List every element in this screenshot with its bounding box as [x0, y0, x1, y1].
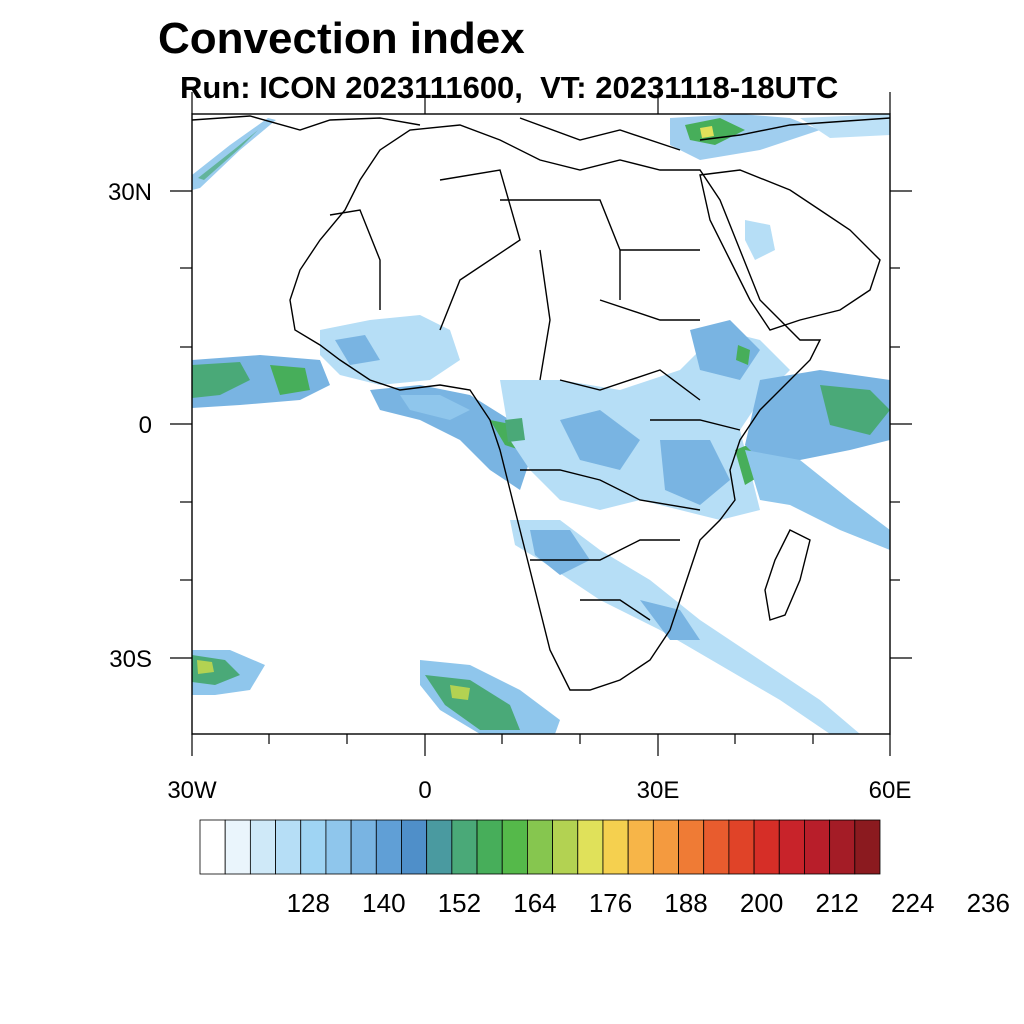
colorbar-swatch — [778, 819, 805, 875]
colorbar-swatch — [652, 819, 679, 875]
colorbar-swatch — [829, 819, 856, 875]
colorbar-label: 140 — [362, 888, 405, 918]
colorbar-swatch — [275, 819, 302, 875]
colorbar-label: 164 — [513, 888, 556, 918]
colorbar-swatch — [501, 819, 528, 875]
colorbar-swatch — [350, 819, 377, 875]
chart-subtitle: Run: ICON 2023111600, VT: 20231118-18UTC — [180, 70, 839, 105]
colorbar-label: 188 — [664, 888, 707, 918]
colorbar-label: 200 — [740, 888, 783, 918]
convection-field — [192, 114, 890, 734]
lon-label-0: 0 — [418, 777, 431, 804]
coastlines — [192, 115, 890, 691]
colorbar-swatch — [527, 819, 553, 875]
colorbar-swatch — [753, 819, 780, 875]
colorbar-swatch — [602, 819, 629, 875]
colorbar-label: 152 — [438, 888, 481, 918]
lat-label-0: 0 — [139, 412, 152, 439]
colorbar-label: 236 — [967, 888, 1010, 918]
colorbar-swatch — [224, 819, 251, 875]
lon-label-30w: 30W — [167, 777, 217, 804]
colorbar-swatch — [854, 819, 881, 875]
colorbar-swatch — [325, 819, 352, 875]
lon-label-30e: 30E — [637, 777, 680, 804]
colorbar — [199, 819, 881, 875]
colorbar-swatch — [375, 819, 402, 875]
colorbar-swatch — [728, 819, 755, 875]
colorbar-swatch — [199, 819, 226, 875]
colorbar-labels: 128 140 152 164 176 188 200 212 224 236 — [287, 888, 1010, 918]
colorbar-swatch — [401, 819, 428, 875]
colorbar-swatch — [451, 819, 478, 875]
colorbar-label: 212 — [815, 888, 858, 918]
colorbar-swatch — [577, 819, 604, 875]
chart-title: Convection index — [158, 14, 525, 63]
colorbar-swatch — [804, 819, 831, 875]
colorbar-swatch — [300, 819, 327, 875]
lat-label-30s: 30S — [109, 646, 152, 673]
colorbar-swatch — [678, 819, 705, 875]
colorbar-swatch — [249, 819, 276, 875]
colorbar-swatch — [627, 819, 654, 875]
axis-ticks — [170, 92, 912, 756]
colorbar-swatch — [426, 819, 453, 875]
colorbar-swatch — [476, 819, 503, 875]
lon-label-60e: 60E — [869, 777, 912, 804]
colorbar-swatch — [703, 819, 730, 875]
colorbar-label: 176 — [589, 888, 632, 918]
colorbar-label: 128 — [287, 888, 330, 918]
lat-label-30n: 30N — [108, 179, 152, 206]
colorbar-label: 224 — [891, 888, 934, 918]
colorbar-swatch — [552, 819, 579, 875]
